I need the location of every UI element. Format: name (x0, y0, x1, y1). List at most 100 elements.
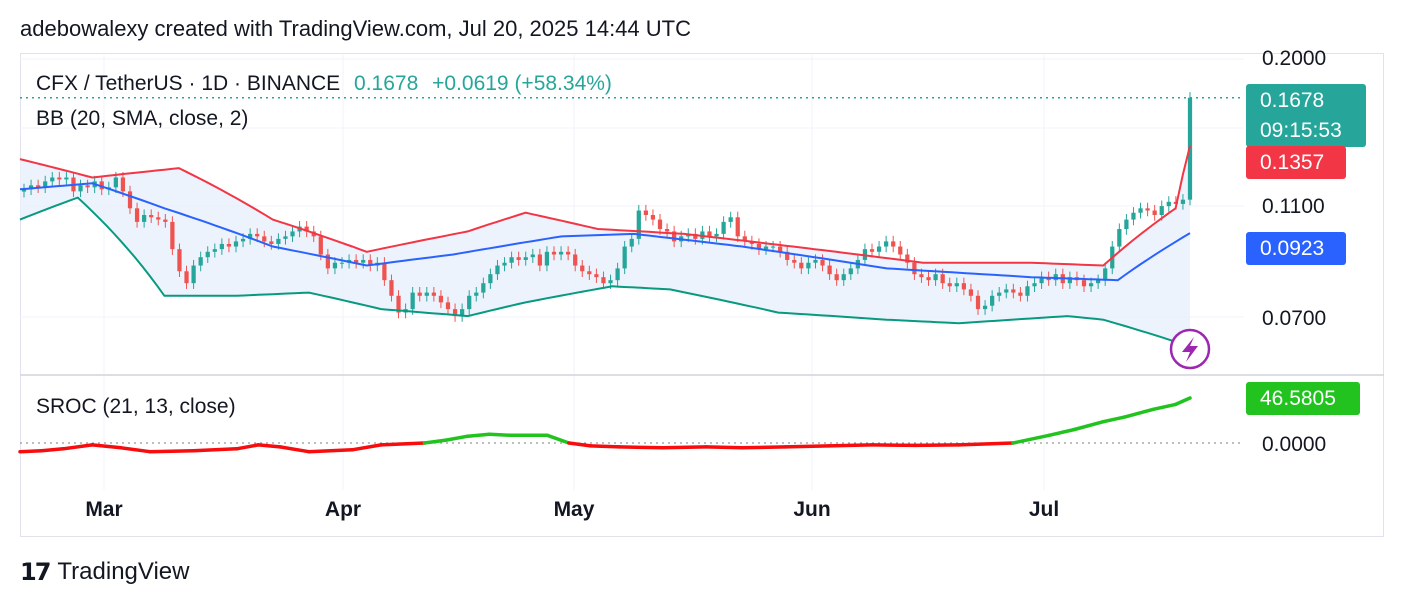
candle-body (622, 246, 627, 269)
sroc-segment (350, 443, 383, 452)
candle-body (544, 251, 550, 266)
candle-body (1131, 212, 1136, 220)
candle-body (827, 265, 832, 275)
candle-body (191, 265, 196, 284)
sroc-segment (1047, 427, 1077, 438)
candle-body (919, 274, 924, 278)
sroc-segment (740, 445, 788, 450)
candle-body (714, 233, 719, 237)
sroc-segment (444, 434, 470, 442)
sroc-segment (18, 448, 44, 454)
candle-body (1039, 277, 1044, 284)
sroc-badge: 46.5805 (1246, 382, 1360, 415)
candle-body (926, 277, 931, 281)
candle-body (721, 221, 726, 234)
candle-body (558, 251, 564, 255)
candle-body (127, 191, 133, 209)
candle-body (968, 289, 974, 296)
candle-body (1011, 289, 1016, 293)
candle-body (163, 219, 168, 222)
tradingview-logo: 17 (20, 558, 51, 586)
bollinger-lower-line (19, 196, 1191, 348)
sroc-segment (422, 438, 448, 445)
y-tick-label: 0.2000 (1262, 47, 1326, 70)
candle-body (834, 274, 839, 281)
candle-body (382, 262, 387, 281)
candle-body (1025, 286, 1030, 296)
candle-body (325, 254, 330, 269)
candle-body (460, 309, 465, 317)
bb-legend[interactable]: BB (20, SMA, close, 2) (36, 107, 248, 131)
candle-body (1145, 208, 1150, 211)
sroc-y-tick-label: 0.0000 (1262, 433, 1326, 456)
candle-body (85, 185, 90, 188)
sroc-segment (870, 443, 918, 448)
bollinger-band-fill (20, 145, 1190, 347)
sroc-segment (588, 444, 622, 449)
candle-body (226, 243, 232, 247)
sroc-segment (278, 445, 311, 454)
candle-body (884, 241, 889, 247)
candle-body (587, 271, 592, 275)
x-tick-label: Jun (793, 498, 830, 521)
sroc-legend[interactable]: SROC (21, 13, close) (36, 395, 236, 419)
candle-body (438, 295, 444, 303)
candle-body (1152, 210, 1157, 215)
candle-body (1088, 283, 1094, 287)
candle-body (629, 238, 634, 247)
candle-body (636, 210, 641, 239)
candle-body (735, 217, 740, 237)
sroc-segment (487, 432, 513, 438)
candle-body (770, 246, 776, 248)
sroc-segment (1152, 402, 1178, 411)
candle-body (361, 259, 366, 263)
symbol-legend[interactable]: CFX / TetherUS · 1D · BINANCE 0.1678 +0.… (36, 72, 612, 96)
brand-name: TradingView (57, 558, 190, 585)
price-badge: 0.1678 09:15:53 (1246, 84, 1366, 147)
candle-body (693, 233, 698, 239)
candle-body (530, 254, 535, 258)
candle-body (615, 268, 620, 281)
sroc-segment (90, 443, 123, 450)
sroc-segment (39, 447, 66, 453)
middle-band-badge: 0.0923 (1246, 232, 1346, 265)
candle-body (502, 262, 507, 266)
candle-body (219, 243, 224, 250)
x-tick-label: May (554, 498, 595, 521)
sroc-segment (783, 444, 831, 449)
sroc-segment (466, 432, 492, 438)
candle-body (608, 280, 613, 284)
sroc-segment (234, 443, 261, 451)
candle-body (233, 241, 239, 247)
sroc-value: 46.5805 (1260, 387, 1336, 410)
candle-body (445, 302, 451, 310)
candle-body (212, 249, 217, 252)
candle-body (36, 185, 41, 188)
middle-band-value: 0.0923 (1260, 237, 1325, 260)
candle-body (354, 259, 359, 263)
sroc-segment (617, 445, 665, 450)
lightning-icon[interactable] (1169, 328, 1211, 370)
candle-body (643, 210, 648, 215)
candle-body (262, 236, 267, 242)
candle-body (1032, 283, 1037, 287)
candle-body (947, 283, 952, 287)
candle-body (1096, 280, 1101, 284)
footer-brand[interactable]: 17 TradingView (20, 558, 189, 586)
candle-body (1124, 219, 1129, 230)
sroc-segment (148, 448, 196, 454)
symbol-title: CFX / TetherUS · 1D · BINANCE (36, 72, 341, 95)
candle-body (255, 233, 260, 237)
candle-body (156, 217, 161, 220)
candle-body (99, 181, 104, 190)
candle-body (21, 189, 27, 192)
sroc-segment (661, 445, 708, 450)
candle-body (778, 246, 783, 252)
candle-body (1004, 289, 1009, 293)
upper-band-badge: 0.1357 (1246, 146, 1346, 179)
candle-body (318, 236, 323, 255)
candle-body (1159, 206, 1164, 215)
candle-body (43, 181, 48, 188)
sroc-segment (567, 441, 593, 448)
